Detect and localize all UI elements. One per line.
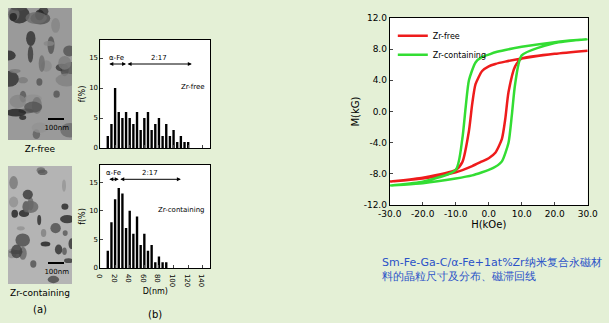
svg-text:Zr-free: Zr-free [433,32,460,41]
html-text:Zr-free: Zr-free [24,144,56,154]
svg-text:10.0: 10.0 [512,209,532,219]
svg-text:10: 10 [89,84,98,92]
html-text:(a): (a) [33,304,47,315]
svg-text:100nm: 100nm [44,268,69,276]
svg-text:0.0: 0.0 [482,209,497,219]
html-text:Zr-containing: Zr-containing [10,288,70,298]
svg-text:5: 5 [94,236,98,244]
svg-text:(b): (b) [148,309,162,320]
svg-text:100nm: 100nm [44,124,69,132]
svg-text:-10.0: -10.0 [444,209,468,219]
svg-text:-4.0: -4.0 [369,138,387,148]
svg-text:8.0: 8.0 [373,44,388,54]
svg-text:15: 15 [89,54,98,62]
svg-text:2:17: 2:17 [151,54,167,62]
svg-text:α-Fe: α-Fe [106,169,121,177]
svg-text:100: 100 [168,274,176,287]
svg-text:20.0: 20.0 [545,209,565,219]
svg-text:-20.0: -20.0 [411,209,435,219]
svg-text:M(kG): M(kG) [350,96,361,126]
svg-text:-30.0: -30.0 [378,209,402,219]
svg-text:Zr-containing: Zr-containing [433,51,486,60]
svg-text:f(%): f(%) [78,208,87,225]
svg-text:30.0: 30.0 [578,209,598,219]
svg-text:0.0: 0.0 [373,107,388,117]
svg-text:0: 0 [95,274,103,278]
svg-text:f(%): f(%) [78,86,87,103]
html-text:Sm-Fe-Ga-C/α-Fe+1at%Zr纳米复合永磁材料: Sm-Fe-Ga-C/α-Fe+1at%Zr纳米复合永磁材料的晶粒尺寸及分布、磁… [382,256,602,283]
svg-text:0: 0 [94,264,98,272]
svg-text:12.0: 12.0 [367,13,387,23]
svg-text:120: 120 [183,274,191,287]
svg-text:D(nm): D(nm) [143,287,168,296]
svg-text:0: 0 [94,144,98,152]
svg-text:-12.0: -12.0 [364,200,388,210]
svg-text:H(kOe): H(kOe) [471,219,506,230]
svg-text:4.0: 4.0 [373,75,388,85]
svg-text:15: 15 [89,179,98,187]
svg-text:20: 20 [110,274,118,283]
svg-text:2:17: 2:17 [142,169,158,177]
svg-text:60: 60 [139,274,147,283]
svg-text:Zr-containing: Zr-containing [158,206,205,214]
svg-text:80: 80 [153,274,161,283]
svg-text:10: 10 [89,207,98,215]
svg-text:5: 5 [94,114,98,122]
svg-text:-8.0: -8.0 [369,169,387,179]
svg-text:140: 140 [197,274,205,287]
svg-text:40: 40 [124,274,132,283]
svg-text:Zr-free: Zr-free [181,83,205,91]
svg-text:α-Fe: α-Fe [109,54,124,62]
